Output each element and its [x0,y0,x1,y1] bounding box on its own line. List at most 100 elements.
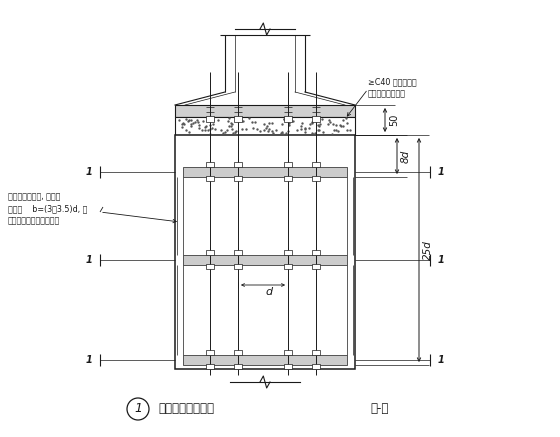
Bar [312,176,320,181]
Point [319,128,328,135]
Bar [206,264,214,269]
Text: 厚取相应型号中之最厚者: 厚取相应型号中之最厚者 [8,216,60,225]
Point [227,121,236,128]
Point [222,126,231,133]
Point [318,116,326,123]
Point [324,120,333,127]
Point [260,120,269,127]
Bar [234,162,242,167]
Bar [312,116,320,122]
Point [205,115,214,122]
Point [194,122,203,129]
Point [227,120,236,127]
Point [309,130,318,137]
Text: 8d: 8d [401,149,411,163]
Text: 25d: 25d [423,240,433,260]
Point [221,128,230,135]
Text: 柱脚锚栓固定支架: 柱脚锚栓固定支架 [158,402,214,416]
Point [342,115,351,122]
Text: 1: 1 [438,255,445,265]
Point [192,117,201,124]
Text: 1: 1 [85,167,92,177]
Bar [175,105,355,117]
Point [277,130,286,137]
Text: 1: 1 [85,255,92,265]
Point [189,119,198,126]
Point [198,118,207,125]
Point [218,129,227,136]
Point [198,126,207,133]
Point [259,127,268,134]
Point [315,120,324,127]
Point [239,118,248,125]
Bar [183,167,347,177]
Bar [175,135,355,369]
Text: 锚栓固定架角钢, 通常角: 锚栓固定架角钢, 通常角 [8,193,60,201]
Point [206,121,214,128]
Point [208,124,217,131]
Bar [206,364,214,369]
Point [297,122,306,129]
Bar [234,264,242,269]
Text: （-）: （-） [370,402,389,416]
Bar [234,364,242,369]
Point [180,120,189,127]
Point [264,125,273,132]
Bar [183,355,347,365]
Point [314,126,323,133]
Bar [206,350,214,355]
Text: d: d [265,287,272,297]
Bar [284,350,292,355]
Point [200,124,209,131]
Point [230,130,239,137]
Point [211,125,220,132]
Bar [284,116,292,122]
Text: 1: 1 [438,167,445,177]
Point [194,118,203,125]
Point [200,127,209,134]
Point [345,127,354,134]
Point [337,122,346,129]
Point [179,120,188,127]
Point [324,117,333,124]
Bar [312,250,320,255]
Bar [312,350,320,355]
Point [230,128,239,135]
Point [262,125,271,132]
Point [284,121,293,128]
Point [314,123,323,130]
Point [250,119,259,126]
Text: ≥C40 无收缩细石: ≥C40 无收缩细石 [368,77,417,87]
Text: 50: 50 [389,114,399,126]
Bar [284,176,292,181]
Point [278,120,287,127]
Point [308,119,317,126]
Point [284,127,293,134]
Point [278,129,287,136]
Text: 1: 1 [85,355,92,365]
Bar [234,176,242,181]
Point [279,116,288,123]
Point [225,122,234,129]
Point [206,125,214,132]
Point [282,129,291,136]
Point [301,129,310,136]
Point [236,117,245,124]
Text: 1: 1 [438,355,445,365]
Point [181,115,190,122]
Point [269,130,278,137]
Point [185,116,194,123]
Point [184,118,193,125]
Bar [183,255,347,265]
Point [231,128,240,135]
Bar [234,116,242,122]
Point [296,125,305,132]
Point [342,120,351,127]
Point [271,127,280,134]
Bar [312,264,320,269]
Point [310,130,319,137]
Point [190,118,199,125]
Point [195,125,204,132]
Point [305,124,314,131]
Point [278,130,287,137]
